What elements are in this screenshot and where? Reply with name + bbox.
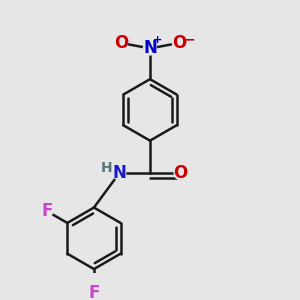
Circle shape <box>174 167 187 180</box>
Text: F: F <box>88 284 100 300</box>
Text: O: O <box>174 164 188 182</box>
Circle shape <box>115 37 128 50</box>
Text: F: F <box>41 202 52 220</box>
Text: O: O <box>114 34 128 52</box>
Circle shape <box>41 206 53 217</box>
Circle shape <box>172 37 185 50</box>
Text: +: + <box>153 35 163 46</box>
Circle shape <box>113 167 126 180</box>
Text: N: N <box>112 164 126 182</box>
Text: H: H <box>101 161 112 175</box>
Text: −: − <box>184 32 196 46</box>
Circle shape <box>143 42 157 55</box>
Circle shape <box>88 287 100 298</box>
Text: N: N <box>143 39 157 57</box>
Text: O: O <box>172 34 186 52</box>
